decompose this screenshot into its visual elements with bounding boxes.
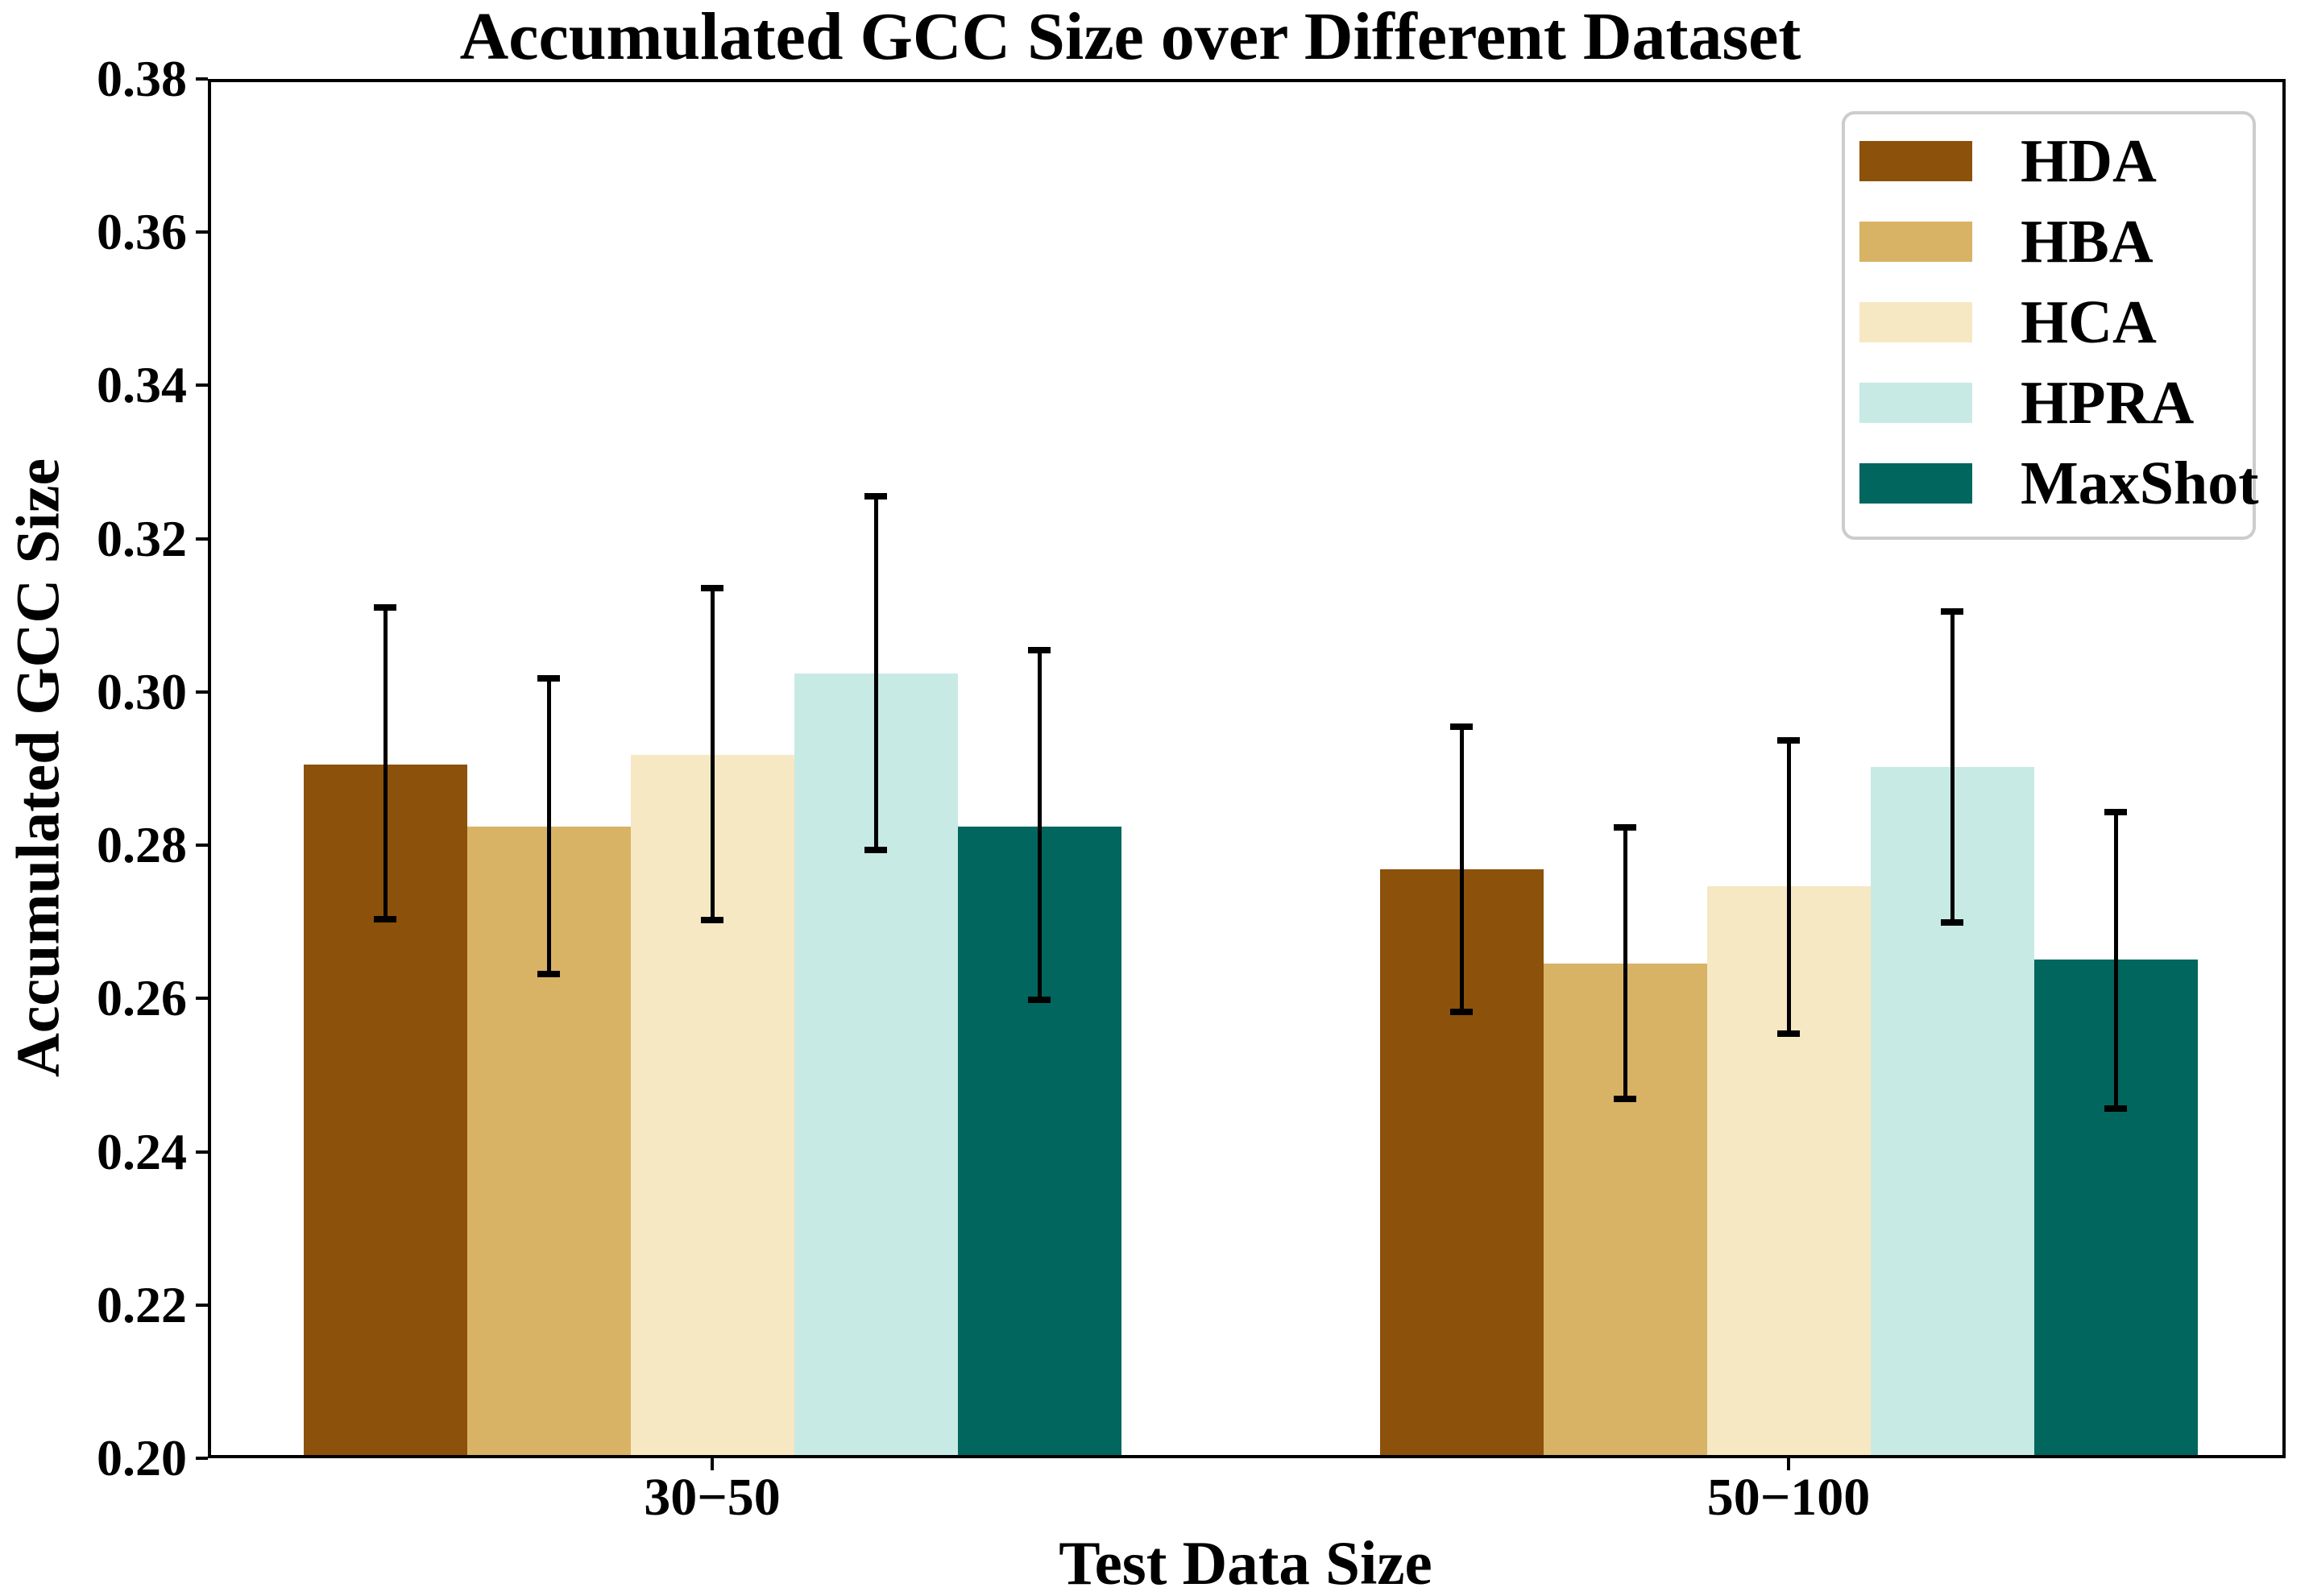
error-bar-cap-bottom xyxy=(1450,1008,1473,1015)
legend-label-hda: HDA xyxy=(2021,127,2157,195)
legend-item-hca: HCA xyxy=(1845,282,2253,363)
y-tick-label: 0.34 xyxy=(97,356,187,414)
error-bar-cap-top xyxy=(701,584,723,591)
y-tick-label: 0.28 xyxy=(97,816,187,874)
legend-swatch-maxshot xyxy=(1859,463,1972,504)
y-tick-label: 0.26 xyxy=(97,969,187,1027)
legend-label-hpra: HPRA xyxy=(2021,369,2195,437)
legend-swatch-hpra xyxy=(1859,383,1972,423)
error-bar-cap-top xyxy=(374,604,396,611)
x-tick-label: 50−100 xyxy=(1706,1468,1871,1527)
legend-label-hca: HCA xyxy=(2021,288,2157,356)
y-tick-mark xyxy=(196,997,208,1001)
error-bar-line xyxy=(1623,827,1627,1099)
error-bar-line xyxy=(2113,812,2118,1109)
error-bar-cap-bottom xyxy=(374,916,396,923)
error-bar-cap-top xyxy=(2104,809,2127,816)
y-tick-mark xyxy=(196,230,208,234)
error-bar-line xyxy=(1950,611,1955,923)
legend-label-hba: HBA xyxy=(2021,208,2154,276)
y-tick-mark xyxy=(196,1150,208,1154)
legend-label-maxshot: MaxShot xyxy=(2021,450,2259,517)
error-bar-cap-top xyxy=(1614,824,1636,831)
y-tick-mark xyxy=(196,383,208,388)
error-bar-line xyxy=(383,607,388,920)
x-tick-mark xyxy=(1787,1458,1790,1470)
error-bar-cap-bottom xyxy=(864,846,887,853)
error-bar-cap-top xyxy=(1941,608,1963,616)
legend-swatch-hca xyxy=(1859,302,1972,342)
legend-item-maxshot: MaxShot xyxy=(1845,443,2259,524)
y-tick-label: 0.22 xyxy=(97,1275,187,1333)
y-tick-label: 0.36 xyxy=(97,203,187,261)
error-bar-cap-top xyxy=(1777,736,1800,744)
y-tick-mark xyxy=(196,1303,208,1307)
error-bar-line xyxy=(1786,740,1791,1034)
error-bar-cap-top xyxy=(864,493,887,500)
y-tick-mark xyxy=(196,77,208,81)
x-axis-label: Test Data Size xyxy=(1059,1528,1432,1596)
y-tick-label: 0.20 xyxy=(97,1429,187,1486)
legend-item-hba: HBA xyxy=(1845,201,2253,282)
y-tick-mark xyxy=(196,690,208,694)
error-bar-cap-bottom xyxy=(1941,919,1963,927)
y-tick-label: 0.32 xyxy=(97,509,187,567)
legend-item-hda: HDA xyxy=(1845,121,2253,201)
error-bar-line xyxy=(710,587,715,921)
error-bar-cap-bottom xyxy=(1028,997,1051,1004)
error-bar-cap-bottom xyxy=(537,970,560,977)
error-bar-cap-bottom xyxy=(2104,1105,2127,1113)
error-bar-cap-top xyxy=(537,674,560,682)
error-bar-line xyxy=(546,678,551,974)
x-tick-mark xyxy=(711,1458,714,1470)
error-bar-cap-top xyxy=(1028,646,1051,653)
error-bar-cap-bottom xyxy=(1777,1030,1800,1038)
legend-item-hpra: HPRA xyxy=(1845,363,2253,443)
y-tick-label: 0.38 xyxy=(97,50,187,107)
error-bar-cap-top xyxy=(1450,723,1473,730)
y-tick-mark xyxy=(196,1457,208,1460)
error-bar-line xyxy=(873,496,878,850)
y-tick-mark xyxy=(196,844,208,848)
y-tick-mark xyxy=(196,537,208,541)
chart-title: Accumulated GCC Size over Different Data… xyxy=(459,0,1801,74)
error-bar-cap-bottom xyxy=(701,917,723,924)
legend-swatch-hda xyxy=(1859,141,1972,181)
x-tick-label: 30−50 xyxy=(644,1468,781,1527)
y-tick-label: 0.30 xyxy=(97,662,187,720)
error-bar-line xyxy=(1037,649,1042,1001)
error-bar-cap-bottom xyxy=(1614,1095,1636,1102)
legend-swatch-hba xyxy=(1859,222,1972,262)
error-bar-line xyxy=(1459,726,1464,1012)
y-tick-label: 0.24 xyxy=(97,1122,187,1180)
legend: HDA HBA HCA HPRA MaxShot xyxy=(1842,111,2259,540)
